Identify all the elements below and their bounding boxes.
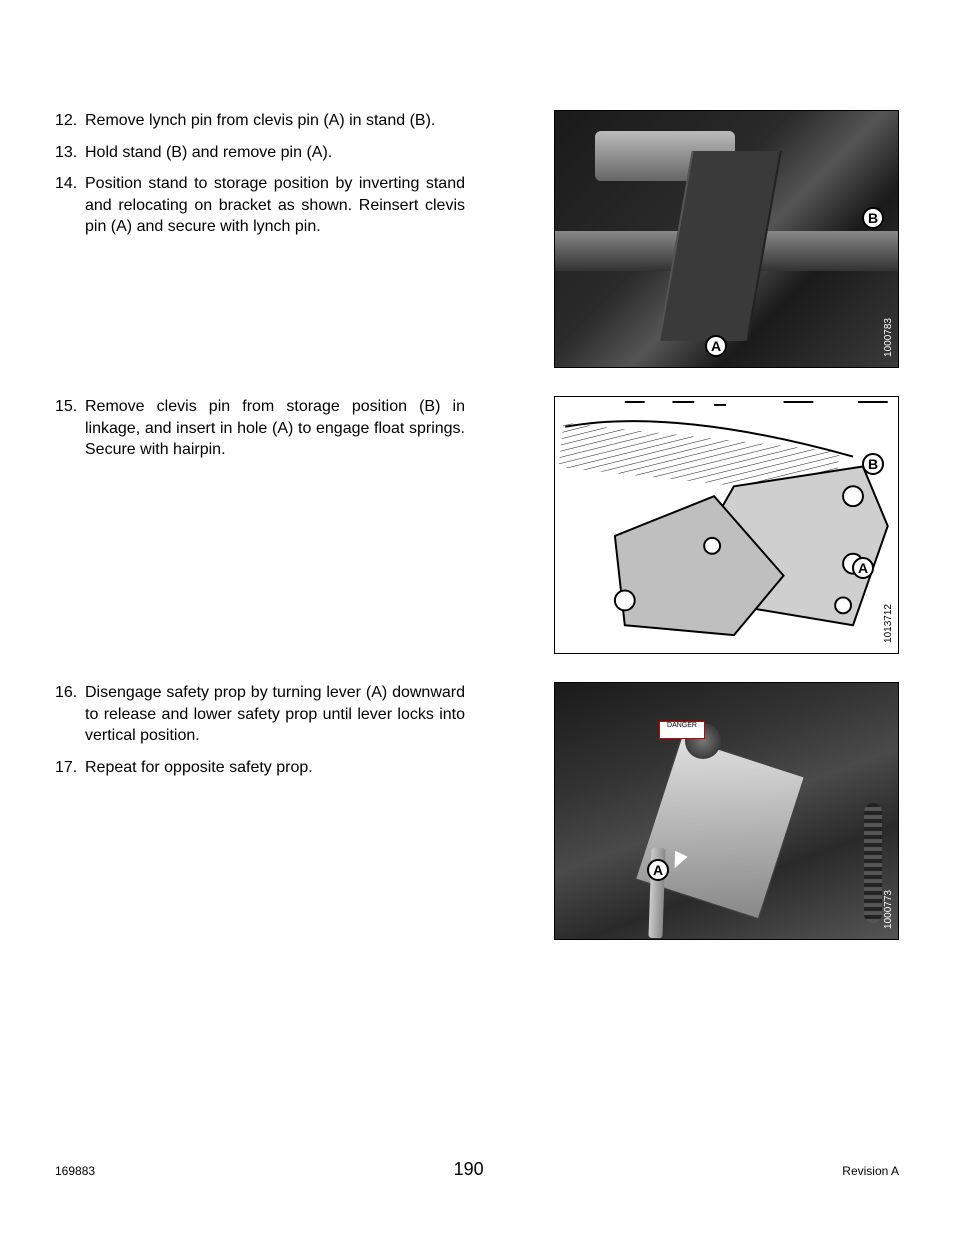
step-text: Hold stand (B) and remove pin (A).: [85, 142, 332, 164]
text-col-2: 15. Remove clevis pin from storage posit…: [55, 396, 485, 471]
callout-a: A: [647, 859, 669, 881]
step-12: 12. Remove lynch pin from clevis pin (A)…: [55, 110, 465, 132]
step-number: 17.: [55, 757, 85, 779]
step-text: Remove clevis pin from storage position …: [85, 396, 465, 461]
figure-2: B A 1013712: [554, 396, 899, 654]
section-1: 12. Remove lynch pin from clevis pin (A)…: [55, 110, 899, 368]
steps-list-1: 12. Remove lynch pin from clevis pin (A)…: [55, 110, 465, 238]
figure-id: 1000773: [883, 890, 894, 929]
step-text: Remove lynch pin from clevis pin (A) in …: [85, 110, 435, 132]
callout-a: A: [705, 335, 727, 357]
callout-b: B: [862, 453, 884, 475]
figure-col-1: A B 1000783: [485, 110, 899, 368]
step-15: 15. Remove clevis pin from storage posit…: [55, 396, 465, 461]
step-text: Position stand to storage position by in…: [85, 173, 465, 238]
step-number: 14.: [55, 173, 85, 238]
step-17: 17. Repeat for opposite safety prop.: [55, 757, 465, 779]
step-text: Repeat for opposite safety prop.: [85, 757, 313, 779]
page-footer: 169883 190 Revision A: [55, 1159, 899, 1180]
step-number: 15.: [55, 396, 85, 461]
callout-b: B: [862, 207, 884, 229]
callout-a: A: [852, 557, 874, 579]
step-13: 13. Hold stand (B) and remove pin (A).: [55, 142, 465, 164]
step-number: 16.: [55, 682, 85, 747]
figure-3: DANGER A 1000773: [554, 682, 899, 940]
footer-revision: Revision A: [842, 1164, 899, 1178]
step-number: 12.: [55, 110, 85, 132]
photo-spring: [864, 803, 882, 923]
step-number: 13.: [55, 142, 85, 164]
step-text: Disengage safety prop by turning lever (…: [85, 682, 465, 747]
steps-list-2: 15. Remove clevis pin from storage posit…: [55, 396, 465, 461]
footer-page-number: 190: [454, 1159, 484, 1180]
line-art-svg: [555, 397, 898, 653]
text-col-3: 16. Disengage safety prop by turning lev…: [55, 682, 485, 788]
figure-id: 1000783: [883, 318, 894, 357]
danger-label: DANGER: [659, 721, 705, 739]
footer-doc-id: 169883: [55, 1164, 95, 1178]
figure-1: A B 1000783: [554, 110, 899, 368]
steps-list-3: 16. Disengage safety prop by turning lev…: [55, 682, 465, 778]
section-2: 15. Remove clevis pin from storage posit…: [55, 396, 899, 654]
text-col-1: 12. Remove lynch pin from clevis pin (A)…: [55, 110, 485, 248]
figure-col-2: B A 1013712: [485, 396, 899, 654]
figure-id: 1013712: [883, 604, 894, 643]
step-14: 14. Position stand to storage position b…: [55, 173, 465, 238]
figure-col-3: DANGER A 1000773: [485, 682, 899, 940]
section-3: 16. Disengage safety prop by turning lev…: [55, 682, 899, 940]
step-16: 16. Disengage safety prop by turning lev…: [55, 682, 465, 747]
